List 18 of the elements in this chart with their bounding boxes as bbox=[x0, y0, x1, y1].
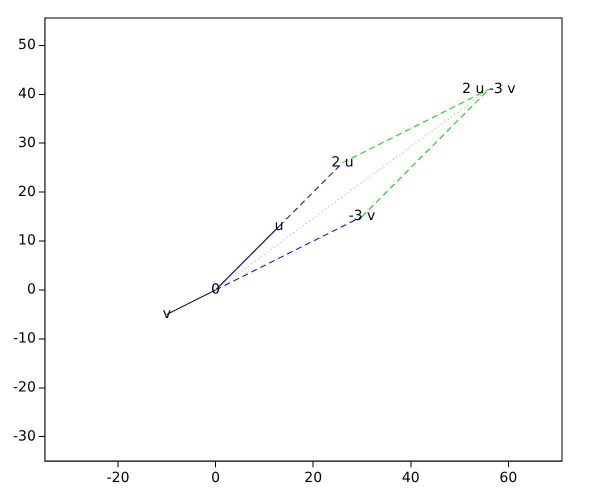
x-tick-label: -20 bbox=[106, 470, 130, 486]
y-tick-label: 10 bbox=[18, 232, 36, 249]
y-tick-label: -20 bbox=[12, 379, 36, 396]
x-tick-label: 0 bbox=[211, 470, 220, 486]
y-tick-label: -10 bbox=[12, 330, 36, 347]
annotation: 2 u -3 v bbox=[462, 81, 516, 98]
x-tick-label: 60 bbox=[499, 470, 518, 486]
annotation: 2 u bbox=[331, 154, 354, 170]
y-tick-label: 20 bbox=[18, 184, 36, 200]
y-tick-label: -30 bbox=[12, 428, 36, 444]
x-tick-label: 40 bbox=[402, 470, 420, 486]
y-tick-label: 0 bbox=[26, 282, 36, 298]
y-tick-label: 50 bbox=[18, 37, 36, 54]
annotation: -3 v bbox=[348, 208, 376, 224]
y-tick-label: 30 bbox=[18, 134, 36, 151]
y-tick-label: 40 bbox=[18, 86, 36, 102]
annotation: v bbox=[162, 306, 171, 322]
x-tick-label: 20 bbox=[304, 470, 322, 486]
